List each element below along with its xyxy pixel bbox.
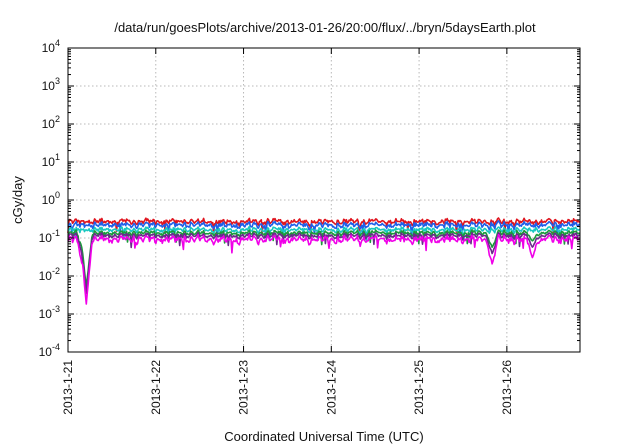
y-tick-label: 10-2 [39,266,60,283]
y-tick-label: 104 [42,38,60,55]
x-axis: 2013-1-21 2013-1-22 2013-1-23 2013-1-24 2013… [61,48,514,415]
y-tick-label: 101 [42,152,60,169]
x-tick-label: 2013-1-22 [149,360,163,415]
series-line [67,229,581,288]
y-axis: 10-4 10-3 10-2 10-1 100 101 102 103 104 [39,38,580,359]
x-tick-label: 2013-1-24 [324,360,338,415]
x-tick-label: 2013-1-25 [412,360,426,415]
series-group [67,217,581,305]
y-tick-label: 10-4 [39,342,60,359]
y-tick-label: 103 [42,76,60,93]
series-line [67,220,581,239]
y-tick-label: 10-3 [39,304,60,321]
y-tick-label: 100 [42,190,60,207]
series-line [67,233,580,305]
y-tick-label: 10-1 [39,228,60,245]
series-line [67,231,581,295]
y-tick-label: 102 [42,114,60,131]
x-axis-label: Coordinated Universal Time (UTC) [224,429,423,444]
grid [68,48,580,352]
x-tick-label: 2013-1-21 [61,360,75,415]
y-axis-label: cGy/day [10,176,25,224]
series-line [67,217,581,236]
chart-title: /data/run/goesPlots/archive/2013-01-26/2… [114,20,536,35]
series-line [67,225,581,243]
x-tick-label: 2013-1-23 [237,360,251,415]
x-tick-label: 2013-1-26 [500,360,514,415]
